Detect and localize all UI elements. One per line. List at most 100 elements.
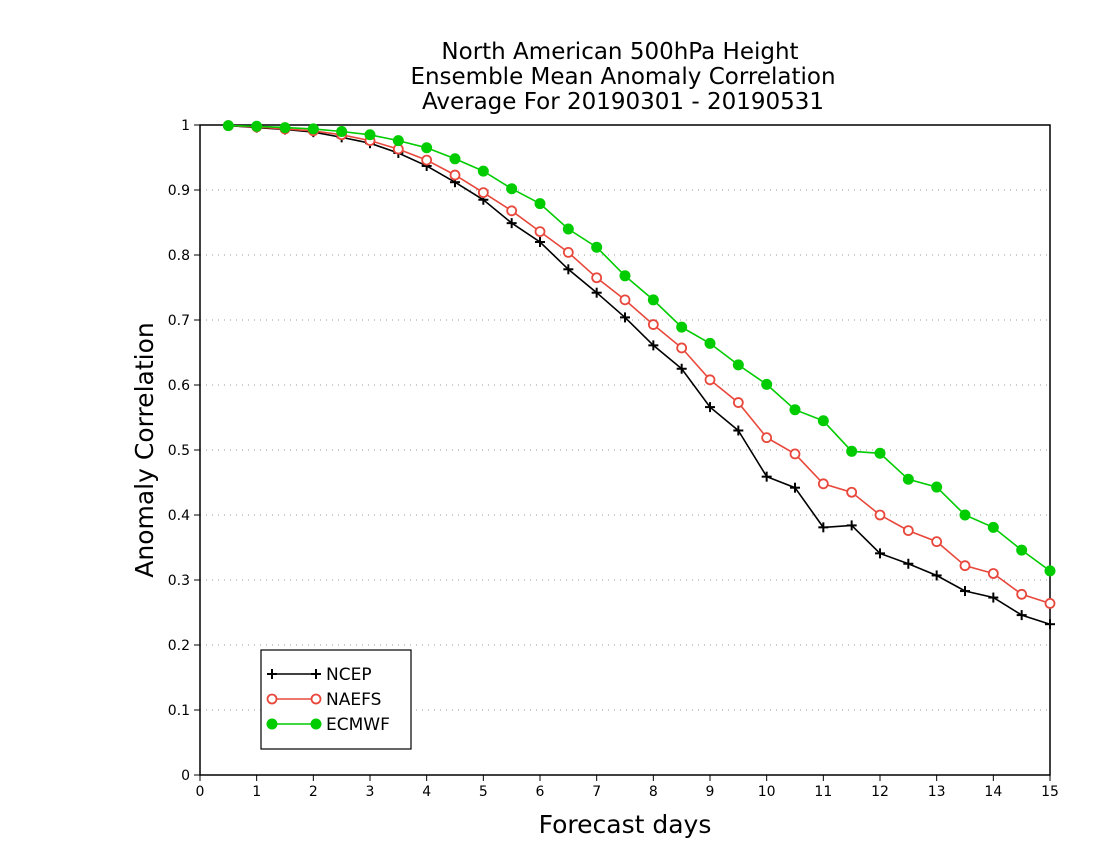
- data-point-ecmwf: [307, 123, 319, 135]
- data-point-ncep: [790, 482, 800, 493]
- data-point-naefs: [959, 560, 971, 572]
- data-point-naefs: [619, 294, 631, 306]
- data-point-ecmwf: [279, 122, 291, 134]
- series-naefs: [222, 120, 1056, 609]
- data-point-naefs: [1016, 588, 1028, 600]
- chart-title-line-2: Ensemble Mean Anomaly Correlation: [410, 64, 835, 90]
- x-tick-label: 4: [422, 784, 431, 800]
- y-axis-title: Anomaly Correlation: [130, 322, 159, 577]
- x-tick-label: 5: [479, 784, 488, 800]
- legend-marker: [266, 693, 278, 705]
- data-point-ncep: [591, 287, 602, 298]
- x-tick-label: 11: [814, 784, 832, 800]
- data-point-ecmwf: [506, 183, 518, 195]
- data-point-ecmwf: [732, 359, 744, 371]
- data-point-ncep: [875, 548, 885, 559]
- data-point-ncep: [818, 522, 829, 533]
- data-point-naefs: [534, 226, 546, 238]
- x-tick-label: 8: [649, 784, 658, 800]
- y-tick-label: 0.1: [168, 703, 190, 719]
- x-tick-label: 15: [1041, 784, 1059, 800]
- data-point-ecmwf: [562, 223, 574, 235]
- data-point-ecmwf: [1044, 565, 1056, 577]
- series-line-ecmwf: [228, 124, 1051, 572]
- data-point-ncep: [535, 237, 545, 247]
- data-point-ncep: [563, 264, 574, 275]
- data-point-ncep: [676, 363, 687, 374]
- data-point-naefs: [789, 448, 801, 460]
- data-point-ecmwf: [874, 447, 886, 459]
- series-ecmwf: [222, 120, 1056, 577]
- data-point-naefs: [874, 509, 886, 521]
- data-point-naefs: [704, 374, 716, 386]
- data-point-ecmwf: [817, 415, 829, 427]
- data-point-ecmwf: [647, 294, 659, 306]
- data-point-naefs: [846, 486, 858, 498]
- data-point-naefs: [1044, 598, 1056, 609]
- data-point-ecmwf: [959, 509, 971, 521]
- data-point-naefs: [817, 478, 829, 490]
- legend-item-ncep: NCEP: [267, 665, 372, 685]
- x-tick-label: 13: [928, 784, 946, 800]
- series-line-ncep: [228, 124, 1051, 625]
- chart-title-line-3: Average For 20190301 - 20190531: [422, 89, 824, 115]
- data-point-naefs: [647, 319, 659, 330]
- x-tick-label: 12: [871, 784, 889, 800]
- legend-item-ecmwf: ECMWF: [266, 715, 390, 735]
- x-tick-label: 3: [366, 784, 375, 800]
- data-point-ncep: [1016, 610, 1027, 621]
- data-point-naefs: [902, 525, 914, 536]
- data-point-ecmwf: [477, 165, 489, 177]
- y-tick-label: 0.5: [168, 443, 190, 459]
- x-tick-label: 2: [309, 784, 318, 800]
- data-point-naefs: [732, 397, 744, 408]
- x-tick-label: 10: [758, 784, 776, 800]
- data-point-naefs: [676, 342, 688, 354]
- data-point-naefs: [562, 246, 574, 258]
- data-point-ncep: [620, 312, 630, 323]
- legend-label-ecmwf: ECMWF: [326, 715, 390, 735]
- legend-marker: [311, 669, 321, 679]
- data-point-ecmwf: [931, 481, 943, 493]
- x-tick-label: 1: [252, 784, 261, 800]
- data-point-ecmwf: [364, 129, 376, 141]
- data-point-ecmwf: [336, 126, 348, 137]
- data-point-ncep: [960, 586, 970, 597]
- x-tick-label: 6: [536, 784, 545, 800]
- x-tick-label: 9: [706, 784, 715, 800]
- data-point-naefs: [477, 187, 489, 199]
- y-tick-label: 0.8: [168, 248, 190, 264]
- data-point-ecmwf: [846, 445, 858, 457]
- data-point-ecmwf: [421, 142, 433, 154]
- data-point-ecmwf: [534, 198, 546, 210]
- legend: NCEP NAEFS ECMWF: [260, 649, 412, 750]
- data-point-ncep: [846, 520, 857, 531]
- data-point-ncep: [931, 570, 942, 581]
- data-point-naefs: [421, 154, 433, 166]
- legend-label-naefs: NAEFS: [326, 690, 381, 710]
- data-point-naefs: [931, 536, 943, 548]
- legend-marker: [310, 718, 322, 730]
- x-tick-label: 0: [196, 784, 205, 800]
- data-point-ecmwf: [449, 153, 461, 165]
- data-point-naefs: [591, 272, 603, 284]
- data-point-ncep: [733, 425, 744, 436]
- data-point-ncep: [648, 340, 659, 351]
- legend-item-naefs: NAEFS: [266, 690, 381, 710]
- data-point-ncep: [761, 471, 772, 482]
- data-point-ecmwf: [591, 241, 603, 253]
- data-series: [222, 120, 1056, 630]
- data-point-ecmwf: [761, 378, 773, 390]
- y-tick-label: 1: [181, 118, 190, 134]
- data-point-ecmwf: [1016, 544, 1028, 556]
- y-tick-label: 0: [181, 768, 190, 784]
- data-point-ncep: [506, 218, 517, 229]
- data-point-ncep: [988, 592, 999, 603]
- y-tick-label: 0.2: [168, 638, 190, 654]
- data-point-naefs: [449, 169, 461, 181]
- data-point-ecmwf: [619, 270, 631, 282]
- data-point-ncep: [705, 402, 715, 413]
- y-tick-label: 0.9: [168, 183, 190, 199]
- data-point-ecmwf: [251, 120, 263, 132]
- y-tick-label: 0.6: [168, 378, 190, 394]
